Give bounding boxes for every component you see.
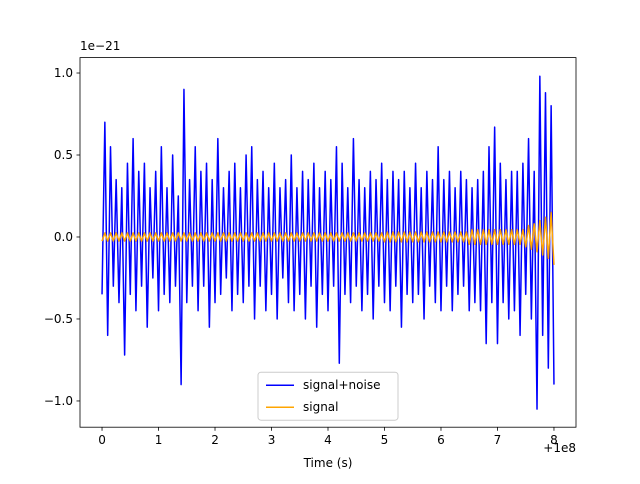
x-tick-label: 2: [211, 433, 219, 447]
legend-label: signal: [303, 400, 339, 414]
series-line: [101, 211, 555, 265]
y-tick-label: 0.0: [54, 230, 73, 244]
legend-box: [257, 371, 399, 421]
x-tick-label: 7: [494, 433, 502, 447]
y-tick-label: −0.5: [44, 312, 73, 326]
y-tick-label: 1.0: [54, 66, 73, 80]
x-tick-label: 1: [155, 433, 163, 447]
x-tick-label: 3: [268, 433, 276, 447]
x-tick-label: 0: [98, 433, 106, 447]
x-offset-label: +1e8: [543, 441, 576, 455]
x-tick-label: 5: [381, 433, 389, 447]
x-tick-label: 4: [324, 433, 332, 447]
series-line: [101, 75, 555, 410]
y-tick-label: −1.0: [44, 394, 73, 408]
y-offset-label: 1e−21: [80, 39, 120, 53]
legend-label: signal+noise: [303, 378, 380, 392]
y-tick-label: 0.5: [54, 148, 73, 162]
x-tick-label: 6: [437, 433, 445, 447]
x-axis-label: Time (s): [303, 456, 353, 470]
x-tick-label: 8: [550, 433, 558, 447]
